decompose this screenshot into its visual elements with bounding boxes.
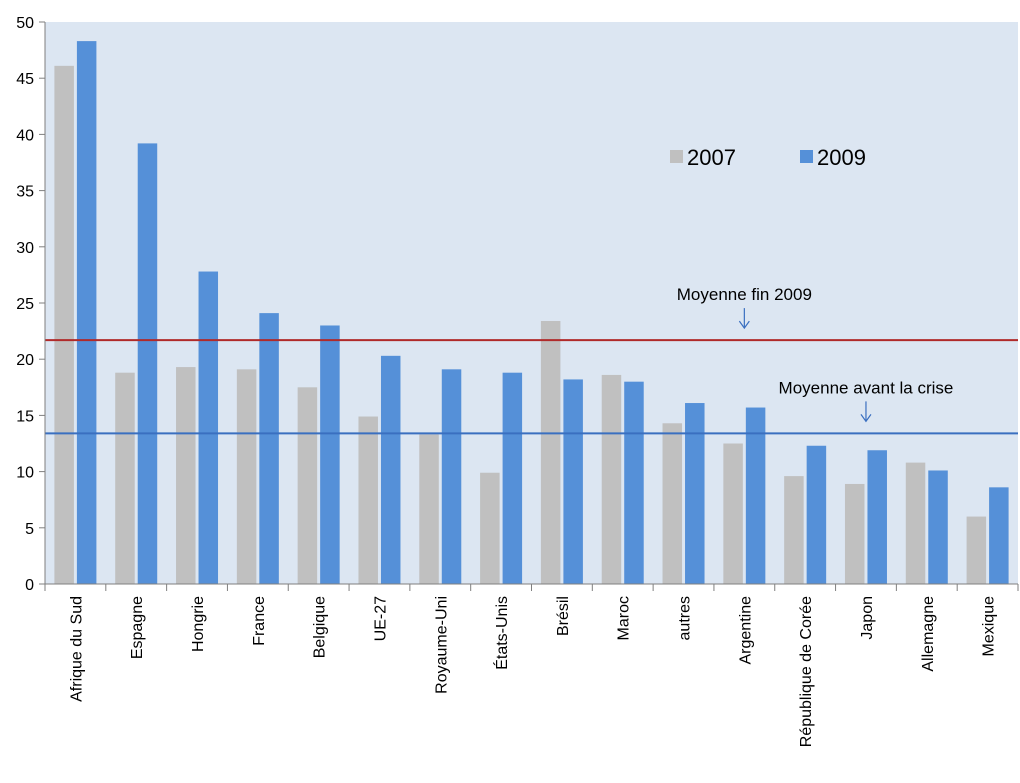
x-tick-label: Japon bbox=[859, 596, 876, 640]
x-tick-label: Royaume-Uni bbox=[433, 596, 450, 694]
bar-2007-8 bbox=[480, 472, 500, 584]
bar-2007-6 bbox=[358, 416, 378, 584]
x-tick-label: France bbox=[251, 596, 268, 646]
bar-2007-1 bbox=[54, 65, 74, 584]
bar-2007-11 bbox=[662, 423, 683, 584]
bar-2009-9 bbox=[563, 379, 583, 584]
legend-swatch-2007 bbox=[670, 150, 683, 163]
y-tick-label: 5 bbox=[25, 521, 34, 538]
reference-line-label-1: Moyenne fin 2009 bbox=[677, 285, 812, 304]
bar-2009-14 bbox=[867, 450, 887, 584]
bar-2009-5 bbox=[320, 325, 340, 584]
bar-2009-3 bbox=[198, 271, 219, 584]
bar-2007-12 bbox=[723, 443, 743, 584]
axes-layer: 0 5 10 15 20 25 30 35 40 45 50 Afrique du Sud Espagn… bbox=[16, 15, 1019, 747]
bar-2007-5 bbox=[297, 387, 318, 584]
reference-lines-layer: Moyenne fin 2009 Moyenne avant la crise bbox=[45, 285, 1018, 435]
bar-2009-10 bbox=[624, 381, 644, 584]
bar-2009-8 bbox=[502, 372, 523, 584]
y-tick-label: 20 bbox=[16, 352, 34, 369]
x-tick-label: République de Corée bbox=[798, 596, 815, 747]
x-tick-label: autres bbox=[677, 596, 694, 640]
x-tick-label: Argentine bbox=[737, 596, 754, 665]
bar-2009-1 bbox=[76, 41, 97, 584]
bar-2007-13 bbox=[784, 476, 804, 584]
legend-label-2009: 2009 bbox=[817, 145, 866, 170]
y-tick-label: 0 bbox=[25, 577, 34, 594]
annotation-arrowhead-2 bbox=[860, 414, 872, 423]
x-tick-label: UE-27 bbox=[372, 596, 389, 641]
legend: 2007 2009 bbox=[670, 145, 866, 170]
bar-2007-16 bbox=[966, 516, 987, 584]
bar-2007-4 bbox=[236, 369, 257, 584]
x-tick-label: Hongrie bbox=[190, 596, 207, 652]
legend-label-2007: 2007 bbox=[687, 145, 736, 170]
x-tick-label: États-Unis bbox=[492, 596, 511, 670]
y-tick-label: 35 bbox=[16, 184, 34, 201]
reference-line-label-2: Moyenne avant la crise bbox=[779, 378, 954, 397]
annotation-arrowhead-1 bbox=[738, 320, 750, 330]
y-tick-label: 40 bbox=[16, 127, 34, 144]
bar-2007-10 bbox=[601, 374, 622, 584]
legend-swatch-2009 bbox=[800, 150, 813, 163]
x-tick-label: Espagne bbox=[129, 596, 146, 659]
bar-2009-7 bbox=[441, 369, 462, 584]
bar-2007-15 bbox=[905, 462, 926, 584]
bar-2009-13 bbox=[806, 445, 827, 584]
x-tick-label: Belgique bbox=[312, 596, 329, 658]
bar-2007-2 bbox=[115, 372, 135, 584]
y-tick-label: 10 bbox=[16, 465, 34, 482]
y-tick-label: 25 bbox=[16, 296, 34, 313]
bar-2007-7 bbox=[419, 434, 439, 584]
x-tick-label: Mexique bbox=[981, 596, 998, 657]
y-tick-label: 15 bbox=[16, 408, 34, 425]
bar-2009-16 bbox=[989, 487, 1009, 584]
bar-2009-12 bbox=[745, 407, 766, 584]
bar-2009-11 bbox=[685, 403, 705, 584]
bar-2009-15 bbox=[928, 470, 948, 584]
x-tick-label: Afrique du Sud bbox=[68, 596, 85, 702]
bar-2007-3 bbox=[176, 367, 196, 584]
bar-2009-2 bbox=[137, 143, 158, 584]
y-tick-label: 50 bbox=[16, 15, 34, 32]
x-tick-label: Brésil bbox=[555, 596, 572, 636]
x-tick-label: Allemagne bbox=[920, 596, 937, 672]
x-tick-label: Maroc bbox=[616, 596, 633, 640]
bars-layer bbox=[54, 41, 1009, 584]
bar-2007-9 bbox=[540, 320, 561, 584]
y-tick-label: 30 bbox=[16, 240, 34, 257]
bar-2007-14 bbox=[844, 483, 865, 584]
bar-2009-4 bbox=[259, 313, 279, 584]
bar-2009-6 bbox=[380, 355, 401, 584]
y-tick-label: 45 bbox=[16, 71, 34, 88]
